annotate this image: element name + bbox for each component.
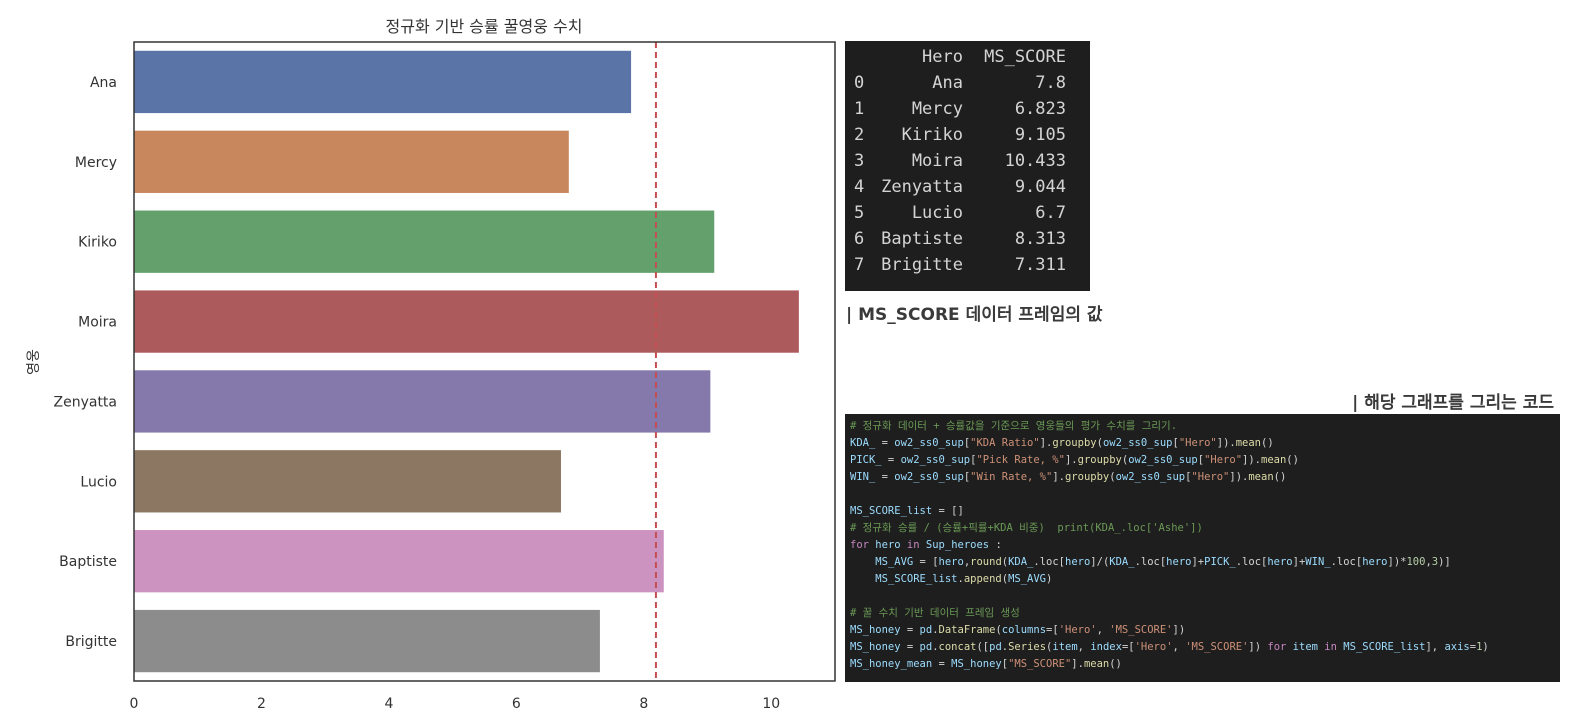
dataframe-caption: | MS_SCORE 데이터 프레임의 값 [846, 305, 1103, 325]
x-tick-label: 8 [639, 696, 648, 712]
code-line: PICK_ = ow2_ss0_sup["Pick Rate, %"].grou… [850, 454, 1299, 466]
dataframe-row: 5 Lucio 6.7 [845, 203, 1090, 229]
bar-zenyatta [134, 370, 711, 433]
column-header-hero: Hero [922, 47, 963, 67]
bar-ana [134, 50, 632, 114]
hero-cell: Mercy [911, 99, 963, 119]
hero-cell: Baptiste [881, 229, 963, 249]
code-line: WIN_ = ow2_ss0_sup["Win Rate, %"].groupb… [850, 471, 1287, 483]
hero-cell: Kiriko [901, 125, 963, 145]
hero-cell: Zenyatta [881, 177, 963, 197]
row-index: 6 [854, 229, 865, 249]
code-line: MS_AVG = [hero,round(KDA_.loc[hero]/(KDA… [875, 556, 1451, 568]
code-line: # 정규화 승률 / (승률+픽률+KDA 비중) print(KDA_.loc… [850, 522, 1203, 534]
bar-kiriko [134, 210, 715, 273]
plot-area [133, 41, 836, 682]
y-tick-label: Zenyatta [54, 394, 118, 410]
score-cell: 7.8 [1035, 73, 1066, 93]
code-line: MS_honey = pd.DataFrame(columns=['Hero',… [850, 624, 1186, 636]
y-tick-label: Mercy [75, 155, 117, 171]
hero-cell: Lucio [911, 203, 963, 223]
hero-cell: Brigitte [881, 255, 963, 275]
code-line: # 꿀 수치 기반 데이터 프레임 생성 [850, 607, 1020, 619]
bar-brigitte [134, 609, 600, 673]
code-caption: | 해당 그래프를 그리는 코드 [1352, 393, 1554, 413]
row-index: 5 [854, 203, 865, 223]
dataframe-row: 7 Brigitte 7.311 [845, 255, 1090, 281]
code-line: MS_honey_mean = MS_honey["MS_SCORE"].mea… [850, 658, 1122, 670]
row-index: 7 [854, 255, 865, 275]
code-line: KDA_ = ow2_ss0_sup["KDA Ratio"].groupby(… [850, 437, 1274, 449]
code-line: MS_honey = pd.concat([pd.Series(item, in… [850, 641, 1489, 653]
row-index: 2 [854, 125, 865, 145]
dataframe-row: 2 Kiriko 9.105 [845, 125, 1090, 151]
code-line: for hero in Sup_heroes : [850, 539, 1002, 551]
y-tick-label: Ana [90, 75, 117, 91]
row-index: 4 [854, 177, 865, 197]
code-line: MS_SCORE_list.append(MS_AVG) [875, 573, 1053, 585]
code-line: # 정규화 데이터 + 승률값을 기준으로 영웅들의 평가 수치를 그리기. [850, 420, 1178, 432]
score-cell: 9.105 [1014, 125, 1066, 145]
score-cell: 6.823 [1014, 99, 1066, 119]
x-tick-label: 2 [257, 696, 266, 712]
dataframe-row: 6 Baptiste 8.313 [845, 229, 1090, 255]
hero-cell: Ana [932, 73, 963, 93]
bar-chart: 정규화 기반 승률 꿀영웅 수치 Ana Mercy Kiriko Moira Zeny… [26, 17, 836, 712]
score-cell: 7.311 [1014, 255, 1066, 275]
chart-title: 정규화 기반 승률 꿀영웅 수치 [386, 17, 583, 36]
dataframe-row: 3 Moira 10.433 [845, 151, 1090, 177]
row-index: 0 [854, 73, 865, 93]
dataframe-row: 4 Zenyatta 9.044 [845, 177, 1090, 203]
row-index: 1 [854, 99, 865, 119]
bar-lucio [134, 450, 561, 513]
x-tick-label: 4 [384, 696, 393, 712]
hero-cell: Moira [911, 151, 963, 171]
dataframe-header-row: Hero MS_SCORE [845, 47, 1090, 73]
score-cell: 10.433 [1004, 151, 1066, 171]
code-line: MS_SCORE_list = [] [850, 505, 964, 517]
bar-mercy [134, 130, 569, 193]
code-snippet: # 정규화 데이터 + 승률값을 기준으로 영웅들의 평가 수치를 그리기. KD… [845, 414, 1560, 682]
x-tick-label: 0 [130, 696, 139, 712]
column-header-ms-score: MS_SCORE [984, 47, 1066, 67]
score-cell: 8.313 [1014, 229, 1066, 249]
y-axis-label: 영웅 [26, 349, 42, 375]
bar-moira [134, 290, 799, 353]
score-cell: 6.7 [1035, 203, 1066, 223]
y-tick-label: Brigitte [65, 634, 117, 650]
row-index: 3 [854, 151, 865, 171]
dataframe-output: Hero MS_SCORE 0 Ana 7.8 1 Mercy 6.823 2 Kiriko 9… [845, 41, 1090, 291]
bar-baptiste [134, 530, 664, 593]
score-cell: 9.044 [1014, 177, 1066, 197]
x-tick-label: 10 [762, 696, 780, 712]
x-tick-label: 6 [512, 696, 521, 712]
y-tick-label: Baptiste [59, 554, 117, 570]
dataframe-row: 1 Mercy 6.823 [845, 99, 1090, 125]
y-tick-label: Kiriko [78, 235, 117, 251]
dataframe-row: 0 Ana 7.8 [845, 73, 1090, 99]
y-tick-label: Moira [78, 315, 117, 331]
y-tick-label: Lucio [80, 474, 117, 490]
